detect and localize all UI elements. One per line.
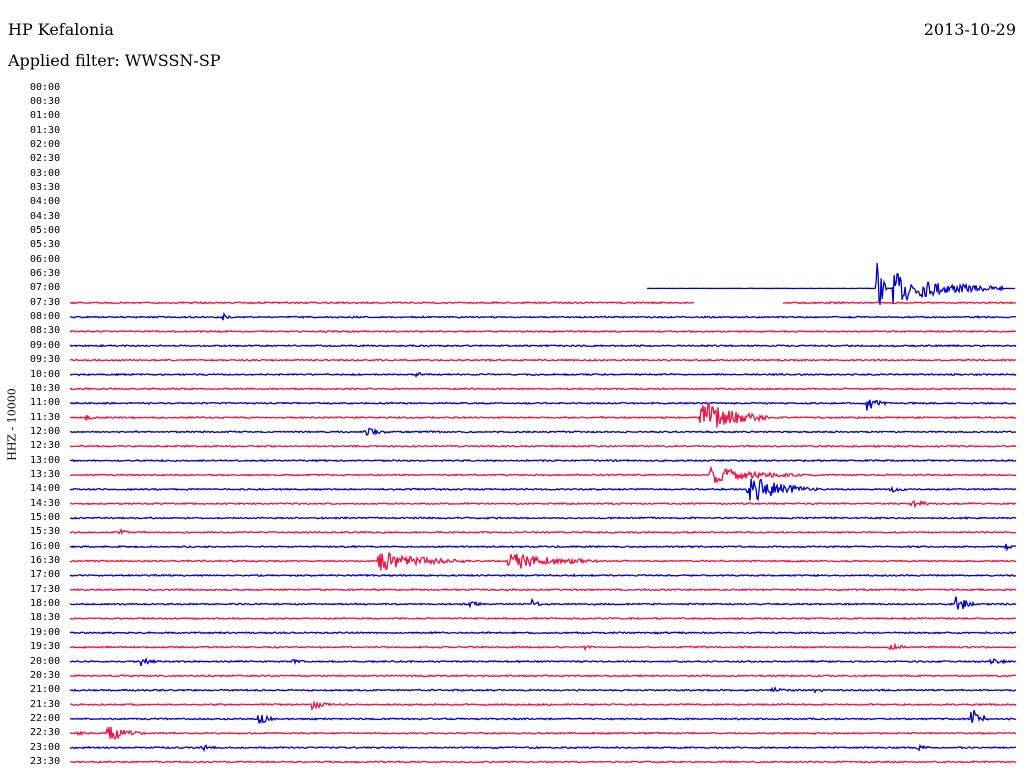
trace-1530 bbox=[69, 527, 1017, 536]
trace-1730 bbox=[69, 588, 1017, 592]
time-label: 07:30 bbox=[30, 296, 61, 308]
trace-1000 bbox=[69, 371, 1017, 379]
time-label: 13:00 bbox=[30, 454, 61, 466]
trace-2000 bbox=[69, 658, 1017, 666]
row-time-labels: 00:00 00:30 01:00 01:30 02:00 02:30 03:00 03:30… bbox=[0, 0, 64, 780]
time-label: 16:30 bbox=[30, 555, 61, 567]
applied-filter-label: Applied filter: WWSSN-SP bbox=[8, 51, 221, 70]
trace-0700 bbox=[646, 262, 1016, 305]
time-label: 19:00 bbox=[30, 626, 61, 638]
time-label: 03:00 bbox=[30, 167, 61, 179]
time-label: 18:00 bbox=[30, 598, 61, 610]
time-label: 10:30 bbox=[30, 382, 61, 394]
trace-1830 bbox=[69, 616, 1017, 621]
time-label: 09:30 bbox=[30, 354, 61, 366]
time-label: 03:30 bbox=[30, 181, 61, 193]
trace-2230 bbox=[69, 726, 1017, 741]
time-label: 07:00 bbox=[30, 282, 61, 294]
time-label: 22:30 bbox=[30, 727, 61, 739]
trace-1100 bbox=[69, 399, 1017, 411]
time-label: 23:30 bbox=[30, 755, 61, 767]
trace-1800 bbox=[69, 596, 1017, 610]
time-label: 08:00 bbox=[30, 311, 61, 323]
time-label: 11:00 bbox=[30, 397, 61, 409]
trace-1330 bbox=[69, 465, 1017, 484]
time-label: 11:30 bbox=[30, 411, 61, 423]
trace-1930 bbox=[69, 642, 1017, 652]
time-label: 02:00 bbox=[30, 138, 61, 150]
time-label: 10:00 bbox=[30, 368, 61, 380]
time-label: 14:00 bbox=[30, 483, 61, 495]
trace-2100 bbox=[69, 685, 1017, 694]
time-label: 08:30 bbox=[30, 325, 61, 337]
trace-2200 bbox=[69, 710, 1017, 724]
time-label: 23:00 bbox=[30, 741, 61, 753]
time-label: 17:00 bbox=[30, 569, 61, 581]
time-label: 13:30 bbox=[30, 468, 61, 480]
time-label: 00:30 bbox=[30, 95, 61, 107]
trace-2300 bbox=[69, 743, 1017, 753]
time-label: 22:00 bbox=[30, 712, 61, 724]
trace-1200 bbox=[69, 427, 1017, 437]
time-label: 04:30 bbox=[30, 210, 61, 222]
trace-0730 bbox=[69, 300, 1017, 305]
time-label: 12:00 bbox=[30, 425, 61, 437]
trace-1130 bbox=[69, 402, 1017, 428]
time-label: 20:30 bbox=[30, 669, 61, 681]
station-title: HP Kefalonia bbox=[8, 20, 114, 39]
trace-0800 bbox=[69, 311, 1017, 321]
trace-1500 bbox=[69, 516, 1017, 520]
trace-1600 bbox=[69, 543, 1017, 552]
time-label: 19:30 bbox=[30, 641, 61, 653]
time-label: 06:00 bbox=[30, 253, 61, 265]
time-label: 00:00 bbox=[30, 81, 61, 93]
time-label: 02:30 bbox=[30, 153, 61, 165]
time-label: 20:00 bbox=[30, 655, 61, 667]
time-label: 21:00 bbox=[30, 684, 61, 696]
time-label: 05:00 bbox=[30, 225, 61, 236]
trace-1700 bbox=[69, 573, 1017, 578]
trace-0830 bbox=[69, 329, 1017, 334]
time-label: 21:30 bbox=[30, 698, 61, 710]
time-label: 06:30 bbox=[30, 268, 61, 280]
trace-1900 bbox=[69, 630, 1017, 635]
time-label: 17:30 bbox=[30, 583, 61, 595]
time-label: 12:30 bbox=[30, 440, 61, 452]
trace-1400 bbox=[69, 478, 1017, 502]
trace-0930 bbox=[69, 358, 1017, 363]
time-label: 15:30 bbox=[30, 526, 61, 538]
record-date: 2013-10-29 bbox=[923, 20, 1016, 39]
trace-2330 bbox=[69, 760, 1017, 764]
time-label: 01:30 bbox=[30, 124, 61, 136]
time-label: 16:00 bbox=[30, 540, 61, 552]
time-label: 09:00 bbox=[30, 339, 61, 351]
trace-1230 bbox=[69, 444, 1017, 449]
trace-0900 bbox=[69, 343, 1017, 348]
trace-2130 bbox=[69, 699, 1017, 712]
trace-1300 bbox=[69, 458, 1017, 463]
trace-1030 bbox=[69, 386, 1017, 391]
time-label: 14:30 bbox=[30, 497, 61, 509]
time-label: 01:00 bbox=[30, 110, 61, 122]
time-label: 15:00 bbox=[30, 512, 61, 523]
time-label: 05:30 bbox=[30, 239, 61, 251]
time-label: 04:00 bbox=[30, 196, 61, 208]
trace-2030 bbox=[69, 673, 1017, 678]
trace-1630 bbox=[69, 552, 1017, 571]
time-label: 18:30 bbox=[30, 612, 61, 624]
trace-1430 bbox=[69, 499, 1017, 509]
